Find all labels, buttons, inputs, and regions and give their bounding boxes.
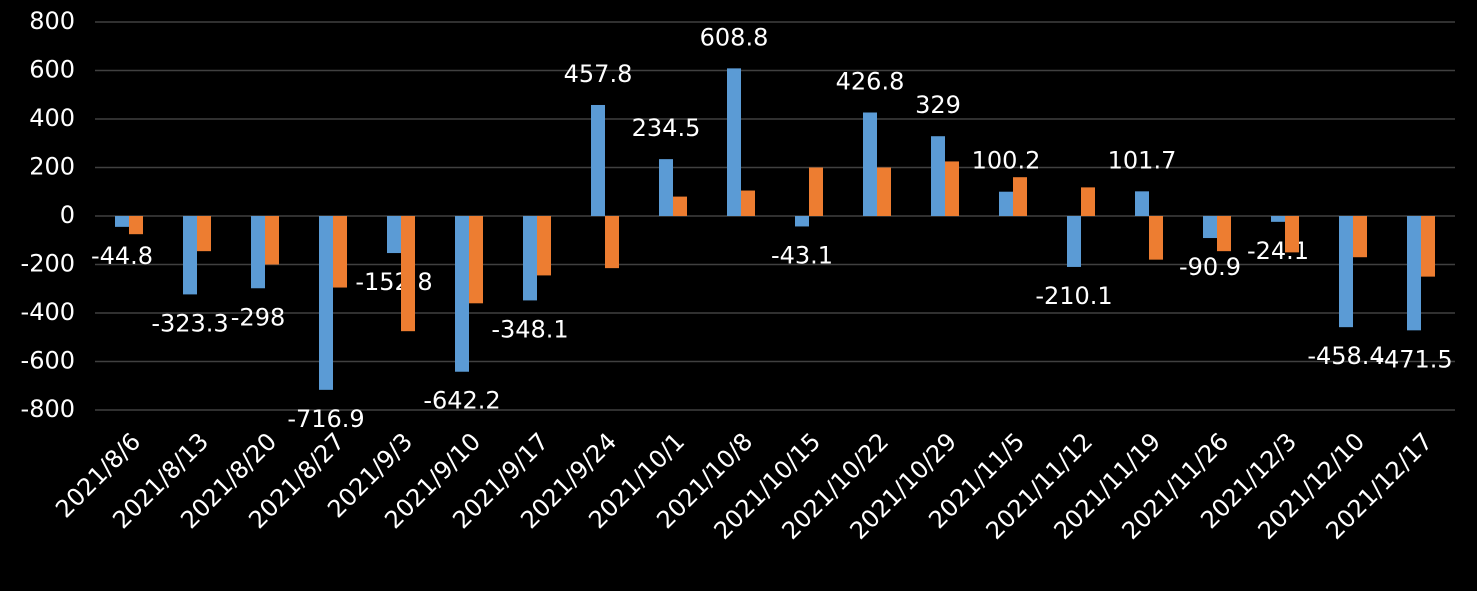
bar [673, 196, 687, 216]
bar [605, 216, 619, 269]
data-label: 329 [915, 91, 961, 119]
bar [931, 136, 945, 216]
bar [1067, 216, 1081, 267]
data-label: -471.5 [1375, 345, 1452, 373]
bar [1353, 216, 1367, 258]
bar [1339, 216, 1353, 328]
bar [265, 216, 279, 265]
data-label: -43.1 [771, 241, 833, 269]
data-label: -298 [231, 303, 285, 331]
bar [387, 216, 401, 254]
y-tick-label: -200 [21, 250, 75, 278]
bar [197, 216, 211, 252]
data-label: 426.8 [836, 68, 905, 96]
data-label: -323.3 [151, 309, 228, 337]
bar [319, 216, 333, 390]
y-tick-label: 800 [29, 7, 75, 35]
bar [333, 216, 347, 288]
y-tick-label: 200 [29, 153, 75, 181]
bar [727, 68, 741, 216]
data-label: 608.8 [700, 23, 769, 51]
bar [455, 216, 469, 372]
bar [537, 216, 551, 276]
data-label: -716.9 [287, 405, 364, 433]
data-label: -152.8 [355, 268, 432, 296]
data-label: 101.7 [1108, 146, 1177, 174]
bar [401, 216, 415, 332]
bar [1135, 191, 1149, 216]
bar [251, 216, 265, 289]
data-label: -44.8 [91, 242, 153, 270]
bar [863, 112, 877, 216]
data-label: 234.5 [632, 114, 701, 142]
bar [115, 216, 129, 227]
bar [1271, 216, 1285, 222]
bar [469, 216, 483, 304]
y-tick-label: -800 [21, 395, 75, 423]
data-label: -458.4 [1307, 342, 1384, 370]
bar [591, 104, 605, 216]
bar [659, 159, 673, 216]
bar [809, 167, 823, 216]
bar [945, 161, 959, 216]
data-label: -348.1 [491, 315, 568, 343]
y-tick-label: -400 [21, 298, 75, 326]
data-label: -642.2 [423, 387, 500, 415]
bar [129, 216, 143, 235]
y-tick-label: 400 [29, 104, 75, 132]
bar [1149, 216, 1163, 260]
y-tick-label: -600 [21, 347, 75, 375]
y-tick-label: 0 [60, 201, 75, 229]
bar [183, 216, 197, 295]
bar [999, 191, 1013, 216]
data-label: 100.2 [972, 147, 1041, 175]
bar [1217, 216, 1231, 252]
bar [1013, 177, 1027, 216]
y-tick-label: 600 [29, 56, 75, 84]
data-label: -210.1 [1035, 282, 1112, 310]
bar [1081, 187, 1095, 216]
bar [795, 216, 809, 227]
data-label: -90.9 [1179, 253, 1241, 281]
bar [1285, 216, 1299, 253]
bar [1421, 216, 1435, 277]
bar [523, 216, 537, 301]
bar [1203, 216, 1217, 239]
bar [1407, 216, 1421, 331]
bar [741, 190, 755, 216]
data-label: 457.8 [564, 60, 633, 88]
data-label: -24.1 [1247, 237, 1309, 265]
bar [877, 167, 891, 216]
